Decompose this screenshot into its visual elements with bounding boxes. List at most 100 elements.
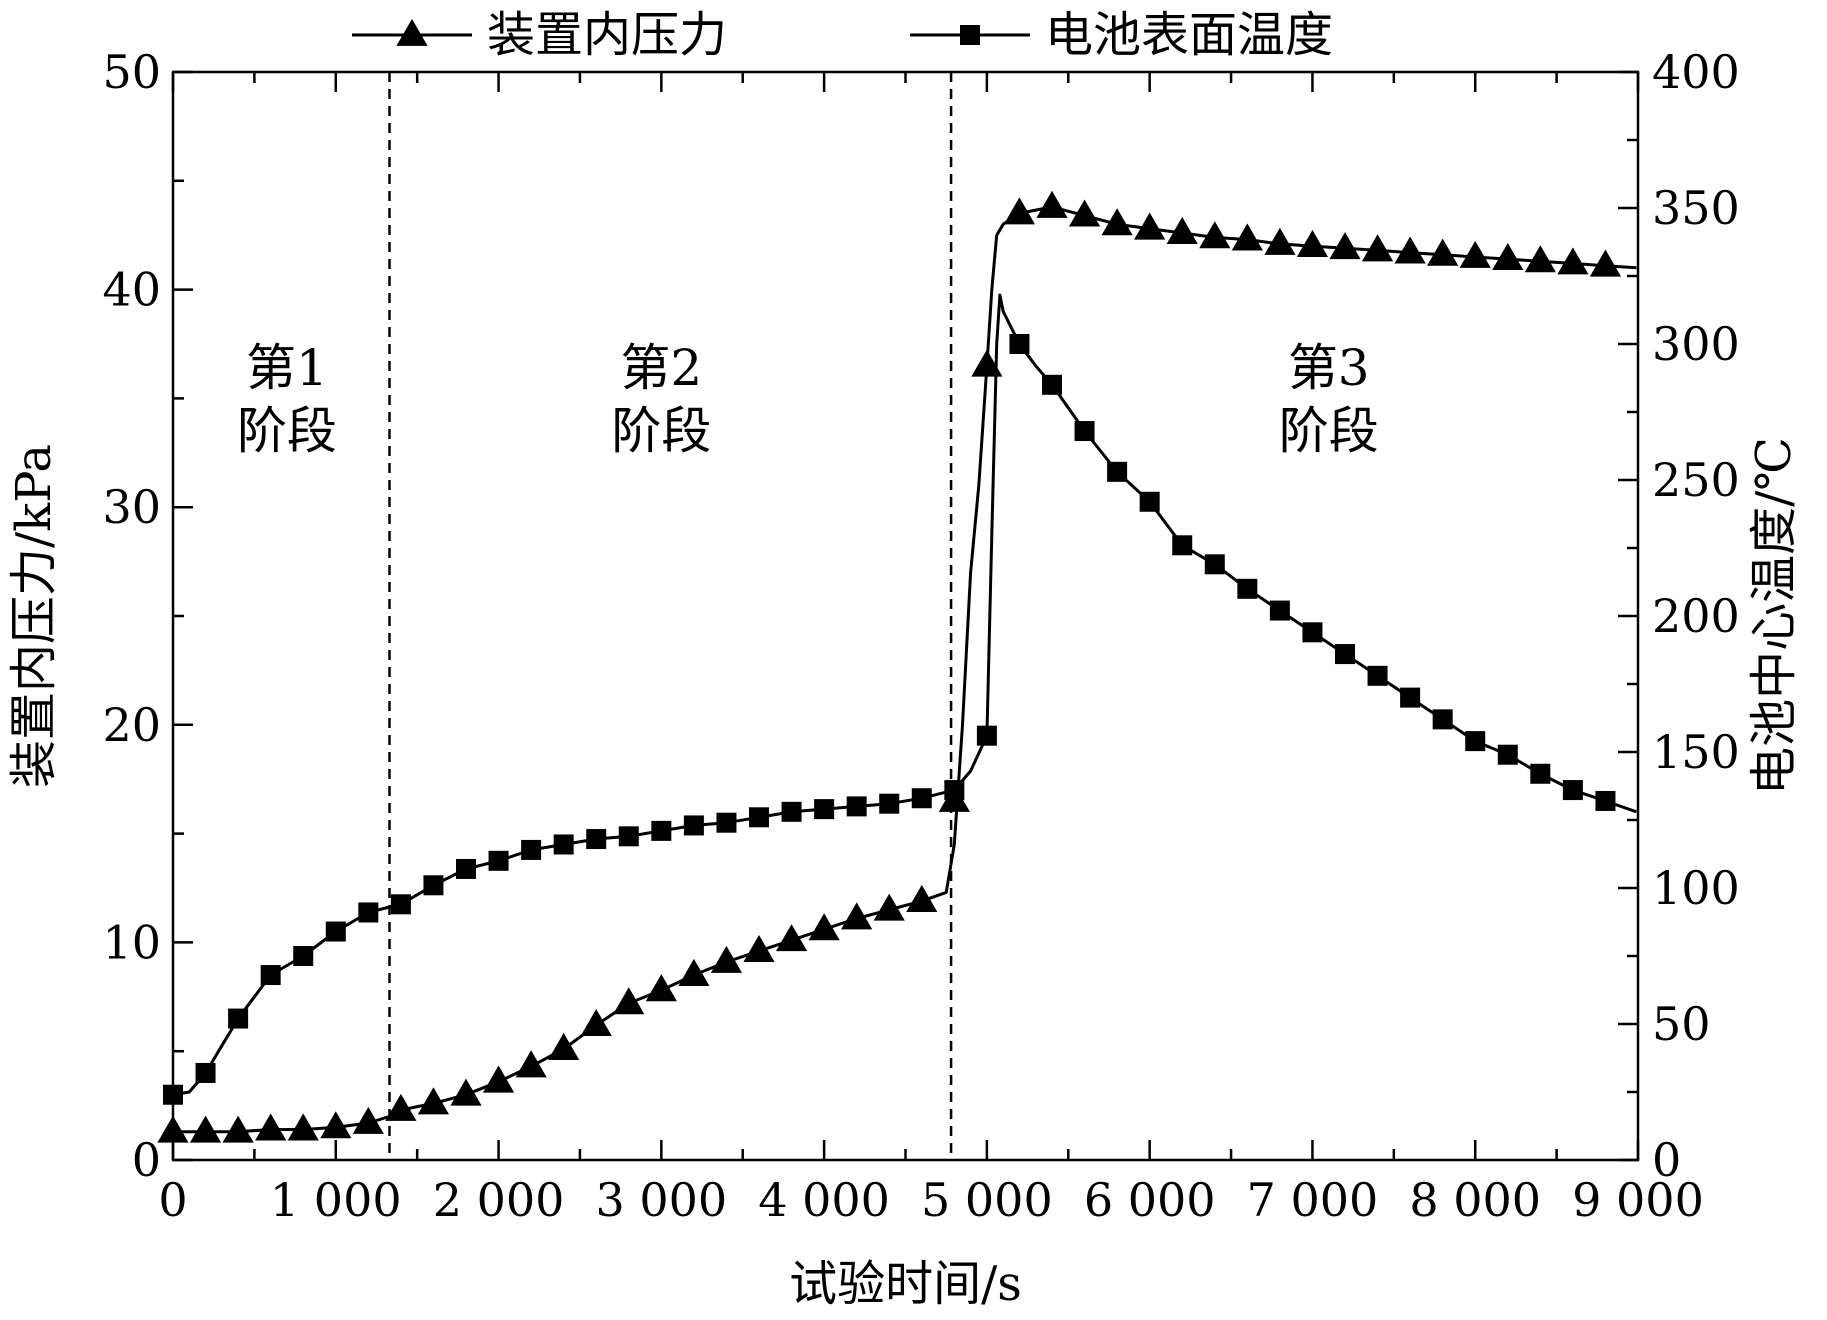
pressure-triangle-marker	[1492, 243, 1524, 271]
pressure-triangle-marker	[1394, 236, 1426, 264]
temperature-square-marker	[521, 839, 542, 860]
pressure-triangle-marker	[515, 1050, 547, 1078]
temperature-square-marker	[1367, 665, 1388, 686]
pressure-triangle-marker	[873, 893, 905, 921]
temperature-square-marker	[1432, 709, 1453, 730]
y-right-tick-label: 300	[1652, 317, 1740, 371]
pressure-triangle-marker	[775, 924, 808, 952]
pressure-triangle-marker	[1329, 232, 1361, 260]
pressure-triangle-marker	[1134, 212, 1166, 240]
legend-temperature-label: 电池表面温度	[1045, 7, 1333, 63]
pressure-triangle-marker	[1003, 197, 1036, 225]
temperature-square-marker	[618, 826, 639, 847]
temperature-square-marker	[1074, 421, 1095, 442]
temperature-square-marker	[1172, 535, 1193, 556]
pressure-triangle-marker	[1557, 247, 1589, 275]
temperature-square-marker	[814, 799, 835, 820]
y-right-tick-label: 350	[1652, 181, 1740, 235]
stage-label-text: 阶段	[611, 402, 711, 460]
x-tick-label: 5 000	[921, 1173, 1053, 1227]
temperature-square-marker	[1237, 578, 1258, 599]
pressure-triangle-marker	[1166, 216, 1198, 244]
y-left-tick-label: 50	[102, 45, 161, 99]
temperature-square-marker	[195, 1062, 216, 1083]
y-right-tick-label: 0	[1652, 1133, 1681, 1187]
y-right-tick-label: 100	[1652, 861, 1740, 915]
y-axis-left-title: 装置内压力/kPa	[6, 444, 62, 788]
pressure-triangle-marker	[385, 1093, 417, 1121]
temperature-square-marker	[1562, 780, 1583, 801]
temperature-square-marker	[911, 788, 932, 809]
plot-frame	[171, 70, 1640, 1162]
temperature-square-marker	[586, 829, 607, 850]
temperature-square-marker	[716, 812, 737, 833]
series-temperature	[163, 293, 1637, 1105]
series-pressure	[157, 190, 1637, 1143]
y-axis-left: 0 10 20 30 40 50	[102, 45, 193, 1187]
x-tick-label: 1 000	[270, 1173, 402, 1227]
temperature-square-marker	[358, 902, 379, 923]
legend-triangle-shape	[396, 18, 428, 46]
pressure-triangle-marker	[710, 945, 743, 973]
x-tick-label: 6 000	[1084, 1173, 1216, 1227]
y-axis-right-title: 电池中心温度/℃	[1746, 437, 1802, 795]
x-tick-label: 3 000	[595, 1173, 727, 1227]
temperature-square-marker	[488, 850, 509, 871]
y-axis-right: 0 50 100 150 200 250 300 350 400	[1618, 45, 1740, 1187]
pressure-triangle-marker	[1068, 199, 1101, 227]
temperature-square-marker	[456, 858, 476, 879]
temperature-square-marker	[1107, 461, 1128, 482]
pressure-triangle-marker	[352, 1106, 384, 1134]
pressure-triangle-marker	[580, 1008, 612, 1037]
temperature-square-marker	[944, 780, 965, 801]
temperature-square-marker	[749, 807, 769, 828]
pressure-triangle-marker	[320, 1111, 352, 1139]
pressure-triangle-marker	[645, 974, 677, 1002]
y-left-tick-label: 30	[102, 480, 161, 534]
x-tick-label: 9 000	[1572, 1173, 1704, 1227]
pressure-triangle-marker	[1231, 223, 1263, 251]
y-right-tick-label: 50	[1652, 997, 1711, 1051]
pressure-triangle-marker	[482, 1065, 515, 1093]
temperature-square-marker	[423, 875, 444, 896]
temperature-square-marker	[390, 894, 411, 915]
pressure-triangle-marker	[743, 934, 775, 963]
pressure-triangle-marker	[1459, 240, 1491, 268]
temperature-square-marker	[1204, 554, 1225, 575]
pressure-line	[173, 205, 1637, 1134]
temperature-square-marker	[846, 796, 867, 817]
temperature-square-marker	[228, 1008, 249, 1029]
stage-boundary-lines	[388, 72, 953, 1160]
pressure-triangle-marker	[1524, 245, 1556, 273]
y-right-tick-label: 200	[1652, 589, 1740, 643]
x-axis-title: 试验时间/s	[789, 1256, 1022, 1312]
temperature-square-marker	[1595, 790, 1616, 811]
pressure-triangle-marker	[287, 1113, 319, 1141]
temperature-square-marker	[553, 834, 574, 855]
x-tick-label: 4 000	[758, 1173, 890, 1227]
stage-label-number: 第3	[1288, 339, 1370, 397]
pressure-triangle-marker	[1264, 227, 1296, 255]
y-left-tick-label: 0	[132, 1133, 161, 1187]
pressure-triangle-marker	[906, 884, 938, 912]
pressure-triangle-marker	[808, 913, 840, 941]
y-right-tick-label: 400	[1652, 45, 1740, 99]
temperature-square-marker	[781, 801, 802, 822]
y-right-tick-label: 150	[1652, 725, 1740, 779]
temperature-square-marker	[976, 725, 997, 746]
temperature-square-marker	[1465, 731, 1486, 752]
pressure-triangle-marker	[1101, 208, 1133, 236]
legend-item-temperature: 电池表面温度	[910, 7, 1333, 63]
temperature-square-marker	[879, 793, 900, 814]
temperature-square-marker	[1269, 600, 1290, 621]
temperature-square-marker	[1302, 622, 1323, 643]
pressure-triangle-marker	[1199, 221, 1231, 249]
x-tick-label: 2 000	[433, 1173, 565, 1227]
temperature-square-marker	[1497, 744, 1518, 765]
pressure-triangle-marker	[1589, 249, 1622, 277]
legend-pressure-label: 装置内压力	[487, 7, 727, 63]
x-tick-label: 8 000	[1409, 1173, 1541, 1227]
legend-item-pressure: 装置内压力	[352, 7, 727, 63]
stage-label-text: 阶段	[1279, 402, 1379, 460]
